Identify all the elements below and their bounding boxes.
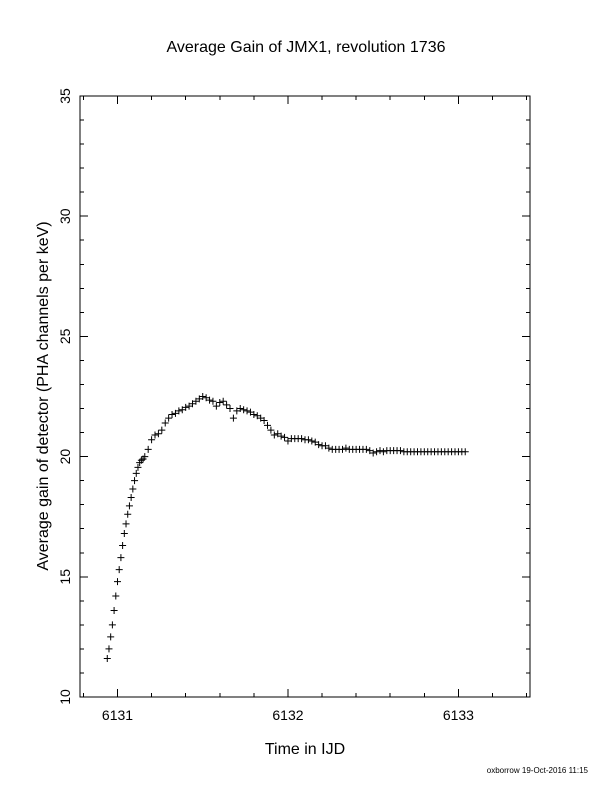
- data-point: [362, 445, 370, 453]
- data-point: [125, 502, 133, 510]
- data-point: [379, 448, 387, 456]
- y-axis-ticks: 10 15 20 25 30 35: [57, 88, 530, 705]
- data-point: [182, 403, 190, 411]
- data-point: [243, 407, 251, 415]
- data-point: [122, 520, 130, 528]
- data-point: [240, 406, 248, 414]
- data-point: [115, 566, 123, 574]
- data-point: [219, 397, 227, 405]
- data-point: [325, 444, 333, 452]
- data-point: [108, 621, 116, 629]
- data-point: [199, 393, 207, 400]
- data-point: [105, 645, 113, 653]
- data-point: [110, 606, 118, 614]
- data-point: [281, 433, 289, 441]
- data-point: [154, 430, 162, 438]
- data-point: [376, 447, 384, 455]
- data-point: [223, 401, 231, 409]
- y-tick-label: 25: [57, 328, 73, 344]
- data-point: [342, 444, 350, 452]
- data-point: [144, 445, 152, 453]
- y-tick-label: 10: [57, 689, 73, 705]
- data-point: [209, 397, 217, 405]
- data-point: [229, 414, 237, 422]
- y-tick-label: 35: [57, 88, 73, 104]
- x-axis-ticks: 6131 6132 6133: [82, 96, 528, 723]
- data-point: [151, 431, 159, 439]
- y-tick-label: 30: [57, 208, 73, 224]
- data-point: [250, 411, 258, 419]
- data-point: [141, 453, 149, 461]
- data-point: [461, 448, 469, 456]
- data-point: [132, 469, 140, 477]
- data-point: [270, 431, 278, 439]
- data-point: [129, 485, 137, 493]
- data-markers: [103, 393, 469, 663]
- data-point: [161, 419, 169, 427]
- data-point: [127, 493, 135, 501]
- data-point: [206, 396, 214, 404]
- data-point: [148, 436, 156, 444]
- data-point: [339, 445, 346, 453]
- plot-frame: [79, 95, 531, 698]
- data-point: [277, 432, 285, 440]
- data-point: [236, 405, 244, 413]
- data-point: [165, 414, 173, 422]
- x-tick-label: 6131: [102, 707, 133, 723]
- data-point: [103, 655, 111, 663]
- data-point: [226, 405, 234, 413]
- data-point: [267, 426, 275, 434]
- y-axis-label: Average gain of detector (PHA channels p…: [35, 221, 52, 570]
- data-point: [120, 530, 128, 538]
- data-point: [260, 417, 268, 425]
- plot-border: [79, 95, 531, 698]
- data-point: [308, 437, 316, 445]
- data-point: [175, 407, 183, 415]
- data-point: [264, 421, 271, 429]
- data-point: [112, 592, 120, 600]
- data-point: [119, 542, 127, 550]
- data-point: [315, 441, 323, 449]
- data-point: [107, 633, 115, 641]
- data-point: [131, 477, 139, 485]
- data-point: [304, 436, 312, 444]
- chart-title: Average Gain of JMX1, revolution 1736: [167, 39, 446, 56]
- data-point: [137, 456, 145, 464]
- data-point: [298, 435, 306, 443]
- footer-timestamp: oxborrow 19-Oct-2016 11:15: [487, 766, 589, 775]
- data-point: [216, 399, 224, 407]
- data-point: [158, 426, 166, 434]
- data-point: [168, 411, 176, 419]
- data-point: [114, 578, 121, 586]
- y-tick-label: 15: [57, 569, 73, 585]
- data-point: [212, 402, 220, 410]
- x-tick-label: 6132: [272, 707, 303, 723]
- x-tick-label: 6133: [443, 707, 474, 723]
- data-point: [369, 449, 377, 457]
- data-point: [124, 510, 132, 518]
- data-point: [373, 448, 381, 456]
- data-point: [396, 447, 404, 455]
- y-tick-label: 20: [57, 449, 73, 465]
- x-axis-label: Time in IJD: [265, 741, 345, 758]
- data-point: [117, 554, 125, 562]
- data-point: [134, 463, 142, 471]
